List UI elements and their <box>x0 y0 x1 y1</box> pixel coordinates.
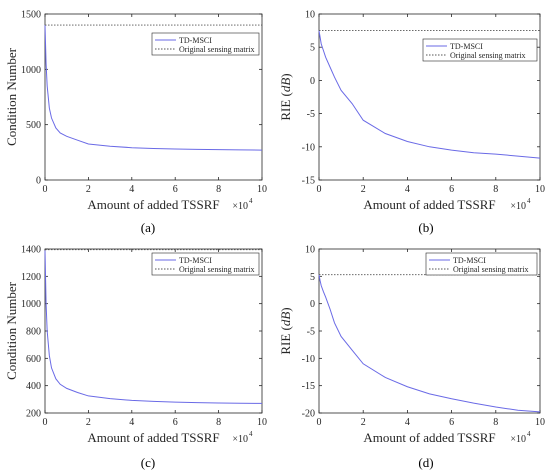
x-tick-label: 2 <box>86 417 91 428</box>
legend-box <box>151 32 260 56</box>
series-line-td-msci <box>318 30 541 159</box>
y-tick-label: 0 <box>310 76 315 87</box>
legend-entry: Original sensing matrix <box>179 265 255 274</box>
y-tick-label: 10 <box>305 245 315 256</box>
y-axis-label-close: ) <box>278 73 293 77</box>
plot-frame <box>318 13 541 181</box>
y-tick-label: 0 <box>36 176 41 187</box>
legend-entry: TD-MSCI <box>179 256 212 265</box>
y-tick-label: -5 <box>307 109 315 120</box>
panel-a: 0 2 4 6 8 10 0 500 1000 1500 Amount of added TSSRF… <box>4 10 267 236</box>
y-tick-label: 10 <box>305 10 315 21</box>
y-tick-label: 200 <box>26 409 41 420</box>
x-tick-label: 8 <box>493 417 498 428</box>
series-line-td-msci <box>44 25 263 151</box>
y-axis-label-text: Condition Number <box>4 281 19 380</box>
legend-box <box>425 252 538 276</box>
x-tick-label: 6 <box>173 184 178 195</box>
y-tick-label: 1500 <box>21 10 41 21</box>
y-tick-label: -5 <box>307 327 315 338</box>
x-tick-label: 6 <box>173 417 178 428</box>
y-axis-label: RIE (dB) <box>278 73 293 120</box>
x-tick-label: 8 <box>216 184 221 195</box>
x-tick-label: 10 <box>535 184 545 195</box>
legend-entry: Original sensing matrix <box>179 45 255 54</box>
plot-frame <box>44 13 263 181</box>
y-tick-label: -10 <box>302 142 315 153</box>
y-tick-label: 800 <box>26 327 41 338</box>
y-tick-label: 1000 <box>21 65 41 76</box>
y-tick-label: -20 <box>302 409 315 420</box>
x-tick-label: 0 <box>317 184 322 195</box>
x-axis-multiplier: ×10 <box>510 434 526 445</box>
x-axis-multiplier: ×10 <box>232 434 248 445</box>
x-tick-label: 10 <box>535 417 545 428</box>
x-axis-multiplier-exponent: 4 <box>527 430 531 438</box>
y-tick-label: 0 <box>310 299 315 310</box>
panel-d: 0 2 4 6 8 10 -20 -15 -10 -5 0 5 10 Amount of added TS… <box>278 245 545 471</box>
y-tick-label: -15 <box>302 381 315 392</box>
x-axis-label: Amount of added TSSRF <box>87 430 219 445</box>
legend-entry: Original sensing matrix <box>450 51 526 60</box>
x-tick-label: 6 <box>449 417 454 428</box>
x-axis-multiplier-exponent: 4 <box>249 430 253 438</box>
x-tick-label: 4 <box>405 184 410 195</box>
x-axis-multiplier: ×10 <box>510 201 526 212</box>
y-tick-label: 5 <box>310 43 315 54</box>
x-tick-label: 8 <box>216 417 221 428</box>
y-axis-label-unit: dB <box>278 312 293 327</box>
panel-c: 0 2 4 6 8 10 200 400 600 800 1000 1200 1400 Amount of… <box>4 245 267 471</box>
y-axis-label: RIE (dB) <box>278 307 293 354</box>
x-tick-label: 10 <box>257 184 267 195</box>
x-axis-label: Amount of added TSSRF <box>363 197 495 212</box>
x-tick-label: 4 <box>129 417 134 428</box>
y-tick-label: 600 <box>26 354 41 365</box>
x-axis-label: Amount of added TSSRF <box>87 197 219 212</box>
y-axis-label: Condition Number <box>4 47 19 146</box>
series-line-td-msci <box>318 274 541 413</box>
series-line-td-msci <box>44 250 263 404</box>
legend-entry: Original sensing matrix <box>453 265 529 274</box>
panel-caption: (c) <box>141 455 155 470</box>
y-tick-label: 1200 <box>21 272 41 283</box>
x-axis-multiplier: ×10 <box>232 201 248 212</box>
y-tick-label: -15 <box>302 176 315 187</box>
legend-box <box>151 252 260 276</box>
x-axis-multiplier-exponent: 4 <box>527 197 531 205</box>
x-tick-label: 4 <box>405 417 410 428</box>
y-axis-label-unit: dB <box>278 78 293 93</box>
y-axis-label-close: ) <box>278 307 293 311</box>
y-tick-label: 500 <box>26 120 41 131</box>
x-tick-label: 8 <box>493 184 498 195</box>
panel-b: 0 2 4 6 8 10 -15 -10 -5 0 5 10 Amount of added TSSRF… <box>278 10 545 236</box>
y-tick-label: 400 <box>26 381 41 392</box>
panel-caption: (d) <box>418 455 433 470</box>
panel-caption: (a) <box>141 220 155 235</box>
x-tick-label: 0 <box>43 417 48 428</box>
x-tick-label: 4 <box>129 184 134 195</box>
y-tick-label: -10 <box>302 354 315 365</box>
legend-entry: TD-MSCI <box>453 256 486 265</box>
y-tick-label: 1000 <box>21 299 41 310</box>
y-axis-label-text: RIE ( <box>278 326 293 355</box>
x-tick-label: 2 <box>86 184 91 195</box>
legend-entry: TD-MSCI <box>179 36 212 45</box>
x-tick-label: 6 <box>449 184 454 195</box>
x-tick-label: 2 <box>361 417 366 428</box>
x-axis-label: Amount of added TSSRF <box>363 430 495 445</box>
x-tick-label: 0 <box>317 417 322 428</box>
x-axis-multiplier-exponent: 4 <box>249 197 253 205</box>
legend-entry: TD-MSCI <box>450 42 483 51</box>
x-tick-label: 10 <box>257 417 267 428</box>
y-axis-label: Condition Number <box>4 281 19 380</box>
y-axis-label-text: Condition Number <box>4 47 19 146</box>
panel-caption: (b) <box>418 220 433 235</box>
x-tick-label: 0 <box>43 184 48 195</box>
y-tick-label: 5 <box>310 272 315 283</box>
y-tick-label: 1400 <box>21 245 41 256</box>
x-tick-label: 2 <box>361 184 366 195</box>
y-axis-label-text: RIE ( <box>278 92 293 121</box>
legend-box <box>422 38 538 62</box>
